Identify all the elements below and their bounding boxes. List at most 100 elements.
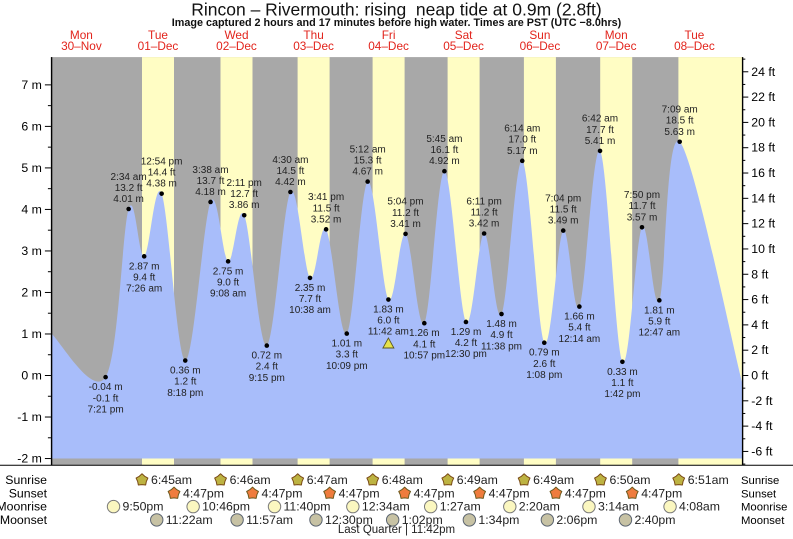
svg-text:3.49 m: 3.49 m [548, 216, 579, 227]
svg-text:10:57 pm: 10:57 pm [403, 350, 445, 361]
svg-text:6 m: 6 m [21, 119, 42, 133]
svg-text:6:51am: 6:51am [688, 473, 729, 487]
svg-text:10 ft: 10 ft [751, 242, 776, 256]
svg-text:2 ft: 2 ft [751, 343, 769, 357]
svg-text:4:47pm: 4:47pm [641, 486, 682, 500]
svg-text:1.83 m: 1.83 m [373, 305, 404, 316]
svg-text:3.86 m: 3.86 m [229, 200, 260, 211]
svg-text:-1 m: -1 m [17, 410, 42, 424]
svg-text:Moonset: Moonset [741, 515, 785, 527]
svg-text:5.41 m: 5.41 m [585, 136, 616, 147]
svg-text:4.92 m: 4.92 m [429, 156, 460, 167]
svg-text:-0.04 m: -0.04 m [89, 382, 123, 393]
svg-text:4:47pm: 4:47pm [565, 486, 606, 500]
svg-text:6:14 am: 6:14 am [504, 124, 540, 135]
svg-text:16.1 ft: 16.1 ft [430, 145, 458, 156]
svg-text:12:14 am: 12:14 am [559, 334, 601, 345]
svg-text:4:47pm: 4:47pm [262, 486, 303, 500]
svg-text:9:08 am: 9:08 am [210, 289, 246, 300]
svg-text:6:46am: 6:46am [230, 473, 271, 487]
svg-text:Sunrise: Sunrise [741, 475, 779, 487]
svg-text:2:06pm: 2:06pm [556, 513, 597, 527]
svg-text:3.42 m: 3.42 m [469, 219, 500, 230]
svg-text:12.7 ft: 12.7 ft [230, 189, 258, 200]
svg-text:1:08 pm: 1:08 pm [526, 370, 562, 381]
svg-text:3:14am: 3:14am [598, 500, 639, 514]
svg-text:4:08am: 4:08am [679, 500, 720, 514]
svg-text:-2 ft: -2 ft [751, 394, 773, 408]
svg-text:0.79 m: 0.79 m [529, 348, 560, 359]
svg-text:4.01 m: 4.01 m [113, 194, 144, 205]
svg-text:5 m: 5 m [21, 161, 42, 175]
svg-text:7 m: 7 m [21, 78, 42, 92]
svg-text:4.18 m: 4.18 m [195, 187, 226, 198]
svg-text:6:47am: 6:47am [307, 473, 348, 487]
svg-text:1.66 m: 1.66 m [564, 312, 595, 323]
svg-text:3.3 ft: 3.3 ft [336, 350, 358, 361]
svg-text:Sunset: Sunset [741, 488, 777, 500]
svg-text:9:50pm: 9:50pm [123, 500, 164, 514]
svg-text:Moonrise: Moonrise [741, 502, 787, 514]
svg-text:3 m: 3 m [21, 244, 42, 258]
svg-text:4 m: 4 m [21, 202, 42, 216]
svg-text:2.75 m: 2.75 m [213, 266, 244, 277]
svg-text:2.6 ft: 2.6 ft [533, 359, 555, 370]
svg-text:0.36 m: 0.36 m [170, 366, 201, 377]
svg-text:12:47 am: 12:47 am [638, 328, 680, 339]
svg-text:7.7 ft: 7.7 ft [299, 294, 321, 305]
svg-text:4.2 ft: 4.2 ft [455, 338, 477, 349]
svg-text:6:11 pm: 6:11 pm [466, 196, 501, 207]
svg-text:3.41 m: 3.41 m [390, 219, 421, 230]
svg-text:20 ft: 20 ft [751, 115, 776, 129]
svg-text:5:12 am: 5:12 am [350, 144, 386, 155]
svg-text:24 ft: 24 ft [751, 65, 776, 79]
svg-text:2:11 pm: 2:11 pm [227, 178, 262, 189]
svg-text:11.7 ft: 11.7 ft [628, 201, 655, 212]
svg-text:07–Dec: 07–Dec [596, 39, 637, 53]
svg-text:-2 m: -2 m [17, 452, 42, 466]
svg-text:-4 ft: -4 ft [751, 419, 773, 433]
svg-text:6.0 ft: 6.0 ft [377, 316, 399, 327]
svg-text:6:48am: 6:48am [382, 473, 423, 487]
svg-text:1.81 m: 1.81 m [644, 305, 675, 316]
svg-text:05–Dec: 05–Dec [443, 39, 484, 53]
svg-text:11.5 ft: 11.5 ft [550, 205, 577, 216]
svg-text:Sunset: Sunset [9, 486, 48, 500]
svg-text:3.57 m: 3.57 m [627, 212, 658, 223]
svg-text:4:47pm: 4:47pm [489, 486, 530, 500]
svg-text:Moonset: Moonset [0, 513, 48, 527]
svg-text:4 ft: 4 ft [751, 318, 769, 332]
svg-text:2:34 am: 2:34 am [111, 172, 147, 183]
svg-text:3.52 m: 3.52 m [311, 214, 342, 225]
svg-text:11.5 ft: 11.5 ft [313, 203, 340, 214]
svg-text:11:42 am: 11:42 am [368, 327, 409, 338]
svg-text:2:40pm: 2:40pm [635, 513, 676, 527]
svg-text:9.4 ft: 9.4 ft [133, 272, 155, 283]
svg-text:10:38 am: 10:38 am [289, 305, 331, 316]
svg-text:4:47pm: 4:47pm [414, 486, 455, 500]
svg-text:Last Quarter | 11:42pm: Last Quarter | 11:42pm [338, 524, 455, 536]
svg-text:4.67 m: 4.67 m [352, 167, 383, 178]
svg-text:4:47pm: 4:47pm [339, 486, 380, 500]
svg-text:14.4 ft: 14.4 ft [148, 168, 176, 179]
svg-text:4:47pm: 4:47pm [183, 486, 224, 500]
svg-text:Image captured 2 hours and 17: Image captured 2 hours and 17 minutes be… [172, 17, 622, 29]
svg-text:1.1 ft: 1.1 ft [611, 378, 633, 389]
svg-text:1:42 pm: 1:42 pm [604, 389, 640, 400]
svg-text:11:57am: 11:57am [246, 513, 293, 527]
svg-text:7:50 pm: 7:50 pm [624, 190, 660, 201]
svg-text:4.42 m: 4.42 m [275, 177, 306, 188]
svg-text:11:22am: 11:22am [166, 513, 213, 527]
svg-text:4.1 ft: 4.1 ft [413, 339, 435, 350]
svg-text:1.29 m: 1.29 m [451, 327, 482, 338]
svg-text:12 ft: 12 ft [751, 217, 776, 231]
svg-text:18 ft: 18 ft [751, 141, 776, 155]
svg-text:1.26 m: 1.26 m [409, 328, 440, 339]
svg-text:1:34pm: 1:34pm [478, 513, 519, 527]
svg-text:5.4 ft: 5.4 ft [568, 323, 590, 334]
svg-text:-6 ft: -6 ft [751, 444, 773, 458]
svg-text:04–Dec: 04–Dec [368, 39, 409, 53]
svg-text:22 ft: 22 ft [751, 90, 776, 104]
svg-text:1.01 m: 1.01 m [332, 339, 363, 350]
svg-text:Moonrise: Moonrise [0, 500, 47, 514]
